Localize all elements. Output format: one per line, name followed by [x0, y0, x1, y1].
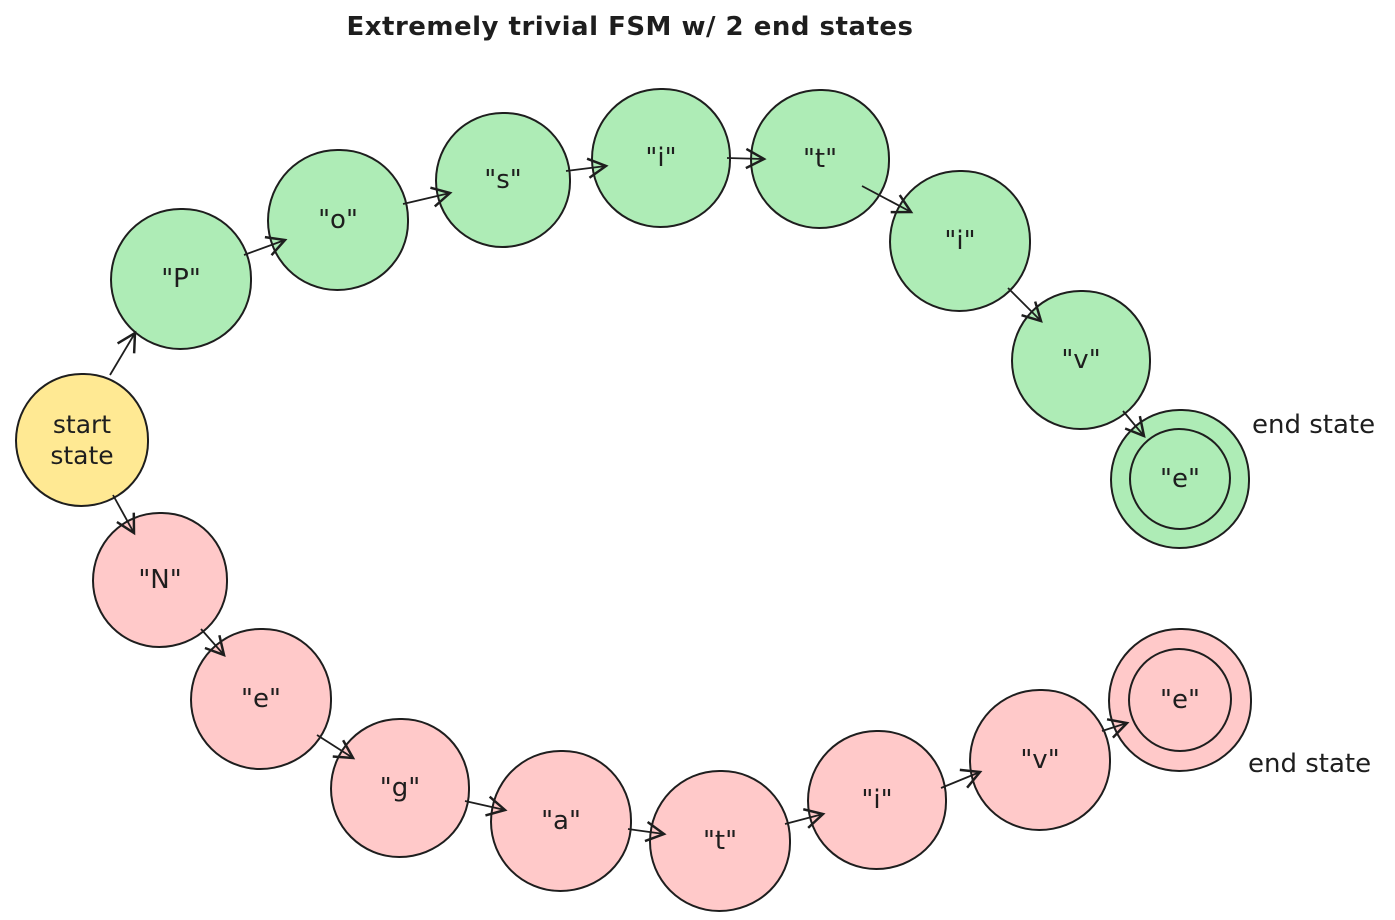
state-label: "N": [138, 564, 182, 595]
state-label: "s": [484, 164, 522, 195]
state-label: "i": [861, 784, 893, 815]
state-node-t-1: "t": [750, 89, 890, 229]
state-label: "v": [1061, 344, 1101, 375]
state-label: "e": [241, 683, 281, 714]
state-label: "P": [161, 263, 201, 294]
end-state-annotation-positive: end state: [1252, 410, 1376, 440]
state-node-g: "g": [330, 718, 470, 858]
state-label: "e": [1160, 684, 1200, 715]
state-node-e-end-negative: "e": [1108, 628, 1252, 772]
state-node-o: "o": [267, 149, 409, 291]
state-node-t-2: "t": [649, 770, 791, 912]
state-node-v-2: "v": [969, 689, 1111, 831]
state-node-a: "a": [490, 750, 632, 892]
arrow-start-to-p: [109, 330, 137, 376]
state-node-n: "N": [92, 512, 228, 648]
state-label: "e": [1160, 463, 1200, 494]
state-node-s: "s": [435, 112, 571, 248]
diagram-title: Extremely trivial FSM w/ 2 end states: [346, 12, 914, 42]
state-node-start: start state: [15, 373, 149, 507]
end-state-inner-ring: "e": [1128, 648, 1232, 752]
state-node-i-2: "i": [889, 170, 1031, 312]
state-label: "g": [379, 772, 421, 803]
state-node-e-end-positive: "e": [1110, 409, 1250, 549]
state-label: "i": [944, 225, 976, 256]
state-label: "o": [318, 204, 358, 235]
end-state-annotation-negative: end state: [1248, 749, 1372, 779]
state-label: "t": [802, 143, 838, 174]
end-state-inner-ring: "e": [1129, 428, 1231, 530]
state-label: start state: [50, 409, 114, 470]
state-label: "t": [702, 825, 738, 856]
state-label: "i": [645, 142, 677, 173]
state-node-p: "P": [110, 208, 252, 350]
state-node-i-3: "i": [807, 730, 947, 870]
state-node-i-1: "i": [591, 88, 731, 228]
state-node-e-1: "e": [190, 628, 332, 770]
state-label: "v": [1020, 744, 1060, 775]
state-node-v-1: "v": [1011, 290, 1151, 430]
state-label: "a": [541, 805, 581, 836]
